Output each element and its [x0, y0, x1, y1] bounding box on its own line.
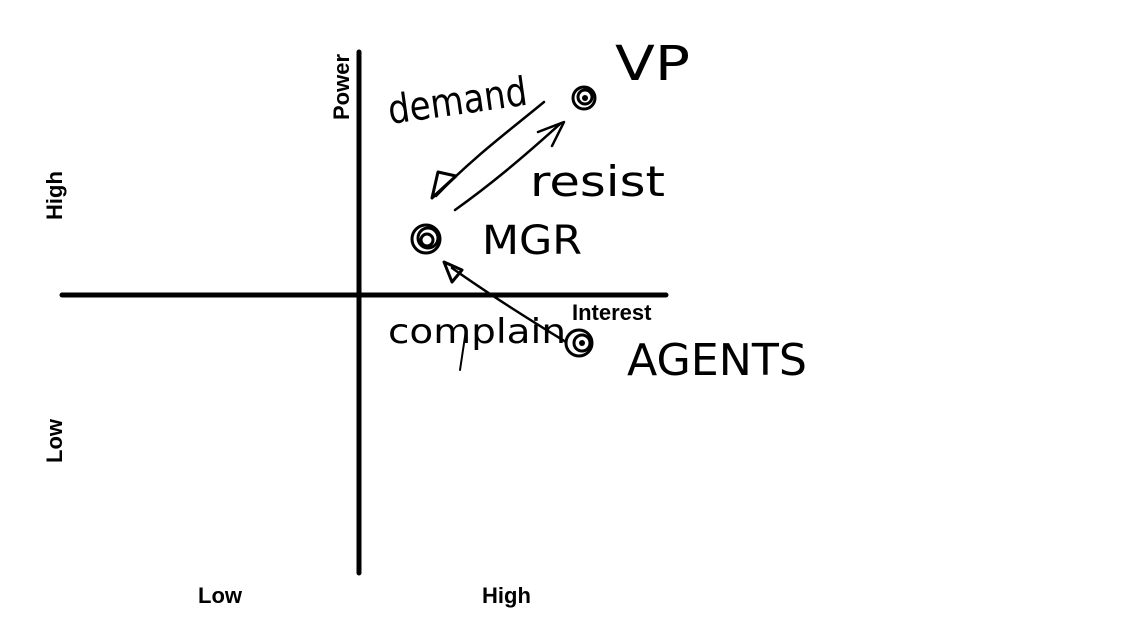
agents-label: AGENTS — [627, 335, 807, 386]
mgr-label: MGR — [482, 218, 582, 264]
mgr-marker — [410, 223, 442, 255]
power-low-label: Low — [42, 418, 67, 463]
resist-arrow — [453, 120, 566, 212]
resist-label: resist — [530, 157, 665, 206]
interest-axis-label: Interest — [572, 300, 652, 325]
demand-label: demand — [385, 69, 530, 134]
vp-marker — [571, 85, 597, 111]
complain-arrow — [442, 260, 568, 344]
agents-marker — [564, 328, 594, 358]
demand-arrow — [430, 100, 546, 200]
power-axis-label: Power — [329, 54, 354, 120]
power-high-label: High — [42, 171, 67, 220]
vp-label: VP — [615, 36, 690, 92]
complain-label: complain — [388, 312, 566, 352]
interest-low-label: Low — [198, 583, 243, 608]
interest-high-label: High — [482, 583, 531, 608]
complain-label-stroke — [459, 329, 467, 371]
